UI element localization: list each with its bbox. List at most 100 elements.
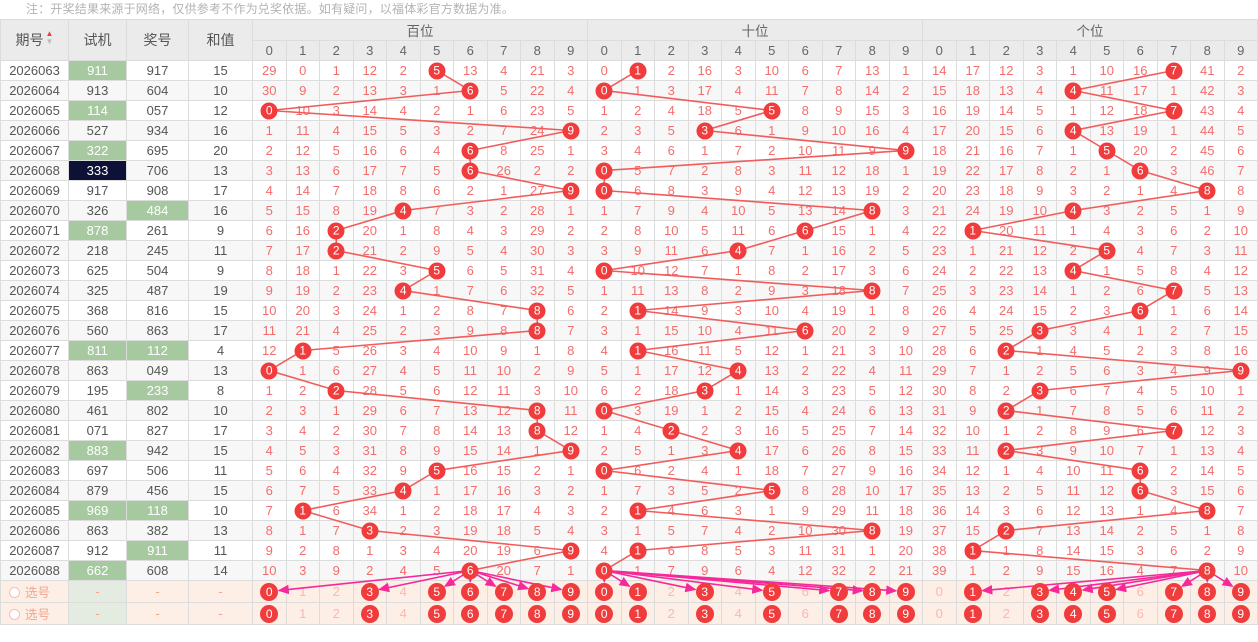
- pick-ge-0[interactable]: 0: [922, 602, 957, 625]
- header-digit-ge-6[interactable]: 6: [1123, 40, 1158, 61]
- pick-selected-ball[interactable]: 3: [695, 604, 714, 623]
- pick-bai-2[interactable]: 2: [319, 602, 354, 625]
- pick-selected-ball[interactable]: 1: [628, 604, 647, 623]
- header-digit-shi-4[interactable]: 4: [721, 40, 756, 61]
- pick-bai-4[interactable]: 4: [386, 580, 421, 603]
- pick-selected-ball[interactable]: 9: [561, 582, 580, 601]
- header-digit-bai-5[interactable]: 5: [419, 40, 454, 61]
- pick-selected-ball[interactable]: 1: [963, 604, 982, 623]
- header-digit-bai-8[interactable]: 8: [520, 40, 555, 61]
- pick-bai-0[interactable]: 0: [252, 602, 287, 625]
- pick-shi-8[interactable]: 8: [855, 602, 890, 625]
- table-row[interactable]: 2026072 218 245 11 7 17 2 21 2 9 5 4 30 3 3 9 11 6 4 7 1 16 2 5…: [0, 240, 1258, 261]
- pick-shi-3[interactable]: 3: [687, 580, 722, 603]
- pick-shi-8[interactable]: 8: [855, 580, 890, 603]
- pick-selected-ball[interactable]: 9: [1231, 604, 1250, 623]
- pick-shi-6[interactable]: 6: [788, 602, 823, 625]
- table-row[interactable]: 2026087 912 911 11 9 2 8 1 3 4 20 19 6 9 4 1 6 8 5 3 11 31 1 20…: [0, 540, 1258, 561]
- pick-row-label[interactable]: 选号: [0, 602, 69, 625]
- header-digit-bai-6[interactable]: 6: [453, 40, 488, 61]
- header-digit-shi-6[interactable]: 6: [788, 40, 823, 61]
- pick-ge-4[interactable]: 4: [1056, 580, 1091, 603]
- table-row[interactable]: 2026071 878 261 9 6 16 2 20 1 8 4 3 29 2 2 8 10 5 11 6 6 15 1 4…: [0, 220, 1258, 241]
- pick-row[interactable]: 选号 - - -0 1 2 3 4 5 6 7 8 9 0 1 2 3 4 5 6 7 8 9 0 1 2 3 4 5 6 7 8 9: [0, 602, 1258, 625]
- pick-selected-ball[interactable]: 3: [360, 604, 379, 623]
- pick-shi-3[interactable]: 3: [687, 602, 722, 625]
- pick-selected-ball[interactable]: 5: [762, 582, 781, 601]
- pick-bai-6[interactable]: 6: [453, 602, 488, 625]
- pick-selected-ball[interactable]: 7: [494, 582, 513, 601]
- pick-bai-3[interactable]: 3: [352, 602, 387, 625]
- header-digit-ge-3[interactable]: 3: [1022, 40, 1057, 61]
- header-digit-shi-8[interactable]: 8: [855, 40, 890, 61]
- pick-ge-7[interactable]: 7: [1156, 602, 1191, 625]
- pick-shi-9[interactable]: 9: [888, 602, 923, 625]
- pick-ge-8[interactable]: 8: [1190, 580, 1225, 603]
- header-digit-bai-0[interactable]: 0: [252, 40, 287, 61]
- pick-selected-ball[interactable]: 6: [461, 604, 480, 623]
- pick-shi-1[interactable]: 1: [620, 602, 655, 625]
- pick-bai-1[interactable]: 1: [285, 602, 320, 625]
- header-digit-shi-3[interactable]: 3: [687, 40, 722, 61]
- pick-bai-4[interactable]: 4: [386, 602, 421, 625]
- pick-shi-4[interactable]: 4: [721, 602, 756, 625]
- pick-bai-5[interactable]: 5: [419, 580, 454, 603]
- pick-ge-1[interactable]: 1: [955, 580, 990, 603]
- pick-shi-2[interactable]: 2: [654, 602, 689, 625]
- header-digit-shi-7[interactable]: 7: [821, 40, 856, 61]
- header-digit-shi-2[interactable]: 2: [654, 40, 689, 61]
- pick-selected-ball[interactable]: 0: [595, 604, 614, 623]
- pick-ge-2[interactable]: 2: [989, 580, 1024, 603]
- pick-bai-3[interactable]: 3: [352, 580, 387, 603]
- header-digit-ge-8[interactable]: 8: [1190, 40, 1225, 61]
- header-digit-ge-1[interactable]: 1: [955, 40, 990, 61]
- pick-bai-5[interactable]: 5: [419, 602, 454, 625]
- pick-selected-ball[interactable]: 7: [494, 604, 513, 623]
- table-row[interactable]: 2026064 913 604 10 30 9 2 13 3 1 6 5 22 4 0 1 3 17 4 11 7 8 14…: [0, 80, 1258, 101]
- table-row[interactable]: 2026078 863 049 13 0 1 6 27 4 5 11 10 2 9 5 1 17 12 4 13 2 22…: [0, 360, 1258, 381]
- pick-ge-2[interactable]: 2: [989, 602, 1024, 625]
- pick-selected-ball[interactable]: 1: [963, 582, 982, 601]
- table-row[interactable]: 2026068 333 706 13 3 13 6 17 7 5 6 26 2 2 0 5 7 2 8 3 11 12 18…: [0, 160, 1258, 181]
- header-digit-bai-4[interactable]: 4: [386, 40, 421, 61]
- pick-selected-ball[interactable]: 7: [829, 604, 848, 623]
- pick-bai-6[interactable]: 6: [453, 580, 488, 603]
- pick-bai-1[interactable]: 1: [285, 580, 320, 603]
- pick-selected-ball[interactable]: 5: [1097, 582, 1116, 601]
- pick-bai-9[interactable]: 9: [553, 580, 588, 603]
- table-row[interactable]: 2026083 697 506 11 5 6 4 32 9 5 16 15 2 1 0 6 2 4 1 18 7 27 9 1…: [0, 460, 1258, 481]
- pick-selected-ball[interactable]: 0: [260, 604, 279, 623]
- pick-selected-ball[interactable]: 9: [1231, 582, 1250, 601]
- pick-selected-ball[interactable]: 8: [863, 604, 882, 623]
- pick-shi-5[interactable]: 5: [754, 602, 789, 625]
- pick-selected-ball[interactable]: 0: [595, 582, 614, 601]
- table-row[interactable]: 2026066 527 934 16 1 11 4 15 5 3 2 7 24 9 2 3 5 3 6 1 9 10 16 4…: [0, 120, 1258, 141]
- header-digit-bai-9[interactable]: 9: [553, 40, 588, 61]
- header-digit-shi-5[interactable]: 5: [754, 40, 789, 61]
- pick-shi-2[interactable]: 2: [654, 580, 689, 603]
- pick-selected-ball[interactable]: 4: [1064, 604, 1083, 623]
- table-row[interactable]: 2026070 326 484 16 5 15 8 19 4 7 3 2 28 1 1 7 9 4 10 5 13 14 8…: [0, 200, 1258, 221]
- header-digit-ge-2[interactable]: 2: [989, 40, 1024, 61]
- pick-selected-ball[interactable]: 8: [1198, 582, 1217, 601]
- pick-selected-ball[interactable]: 7: [1164, 582, 1183, 601]
- pick-selected-ball[interactable]: 7: [1164, 604, 1183, 623]
- pick-selected-ball[interactable]: 9: [561, 604, 580, 623]
- pick-bai-2[interactable]: 2: [319, 580, 354, 603]
- header-digit-bai-7[interactable]: 7: [486, 40, 521, 61]
- pick-bai-9[interactable]: 9: [553, 602, 588, 625]
- pick-ge-1[interactable]: 1: [955, 602, 990, 625]
- pick-selected-ball[interactable]: 5: [1097, 604, 1116, 623]
- pick-row[interactable]: 选号 - - -0 1 2 3 4 5 6 7 8 9 0 1 2 3 4 5 6 7 8 9 0 1 2 3 4 5 6 7 8 9: [0, 580, 1258, 603]
- header-digit-bai-1[interactable]: 1: [285, 40, 320, 61]
- table-row[interactable]: 2026074 325 487 19 9 19 2 23 4 1 7 6 32 5 1 11 13 8 2 9 3 18 8…: [0, 280, 1258, 301]
- pick-selected-ball[interactable]: 9: [896, 582, 915, 601]
- pick-shi-7[interactable]: 7: [821, 580, 856, 603]
- pick-selected-ball[interactable]: 3: [1030, 582, 1049, 601]
- pick-shi-4[interactable]: 4: [721, 580, 756, 603]
- table-row[interactable]: 2026082 883 942 15 4 5 3 31 8 9 15 14 1 9 2 5 1 3 4 17 6 26 8 1…: [0, 440, 1258, 461]
- pick-selected-ball[interactable]: 7: [829, 582, 848, 601]
- pick-shi-0[interactable]: 0: [587, 580, 622, 603]
- header-digit-ge-0[interactable]: 0: [922, 40, 957, 61]
- pick-shi-5[interactable]: 5: [754, 580, 789, 603]
